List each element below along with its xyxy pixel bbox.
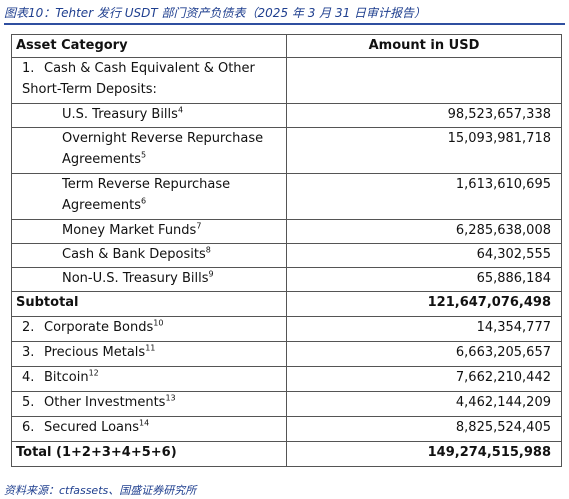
footnote-ref: 10 — [153, 318, 164, 328]
footnote-ref: 9 — [208, 269, 214, 279]
table-row: Money Market Funds7 6,285,638,008 — [11, 219, 562, 244]
item-amount: 65,886,184 — [286, 267, 562, 292]
item-amount: 15,093,981,718 — [286, 127, 562, 174]
footnote-ref: 13 — [165, 393, 176, 403]
balance-sheet-table: Asset Category Amount in USD 1. Cash & Ca… — [11, 34, 562, 467]
total-row: Total (1+2+3+4+5+6) 149,274,515,988 — [11, 441, 562, 467]
table-header-row: Asset Category Amount in USD — [11, 34, 562, 58]
item-label: 6. Secured Loans14 — [11, 416, 287, 442]
item-label: Cash & Bank Deposits8 — [11, 243, 287, 268]
item-amount: 6,663,205,657 — [286, 341, 562, 367]
table-row: Cash & Bank Deposits8 64,302,555 — [11, 243, 562, 268]
item-label: Non-U.S. Treasury Bills9 — [11, 267, 287, 292]
table-row: 2. Corporate Bonds10 14,354,777 — [11, 316, 562, 342]
section1-amount-cell — [286, 57, 562, 104]
caption-divider — [4, 23, 565, 25]
item-amount: 4,462,144,209 — [286, 391, 562, 417]
figure-caption: 图表10：Tehter 发行 USDT 部门资产负债表（2025 年 3 月 3… — [4, 6, 427, 20]
section1-label: Cash & Cash Equivalent & Other Short-Ter… — [22, 61, 255, 97]
subtotal-row: Subtotal 121,647,076,498 — [11, 291, 562, 317]
item-amount: 64,302,555 — [286, 243, 562, 268]
item-amount: 98,523,657,338 — [286, 103, 562, 128]
table-row: 4. Bitcoin12 7,662,210,442 — [11, 366, 562, 392]
table-row: 5. Other Investments13 4,462,144,209 — [11, 391, 562, 417]
total-amount: 149,274,515,988 — [286, 441, 562, 467]
item-amount: 8,825,524,405 — [286, 416, 562, 442]
footnote-ref: 8 — [205, 245, 211, 255]
section1-label-cell: 1. Cash & Cash Equivalent & Other Short-T… — [11, 57, 287, 104]
footnote-ref: 11 — [145, 343, 156, 353]
footnote-ref: 6 — [140, 196, 147, 206]
table-row: 3. Precious Metals11 6,663,205,657 — [11, 341, 562, 367]
table-row: 6. Secured Loans14 8,825,524,405 — [11, 416, 562, 442]
header-amount: Amount in USD — [286, 34, 562, 58]
table-row: Non-U.S. Treasury Bills9 65,886,184 — [11, 267, 562, 292]
item-label: 3. Precious Metals11 — [11, 341, 287, 367]
item-label: Money Market Funds7 — [11, 219, 287, 244]
footnote-ref: 5 — [140, 150, 147, 160]
subtotal-label: Subtotal — [11, 291, 287, 317]
source-note: 资料来源：ctfassets、国盛证券研究所 — [4, 484, 197, 497]
item-amount: 6,285,638,008 — [286, 219, 562, 244]
table-row-section1: 1. Cash & Cash Equivalent & Other Short-T… — [11, 57, 562, 104]
item-label: U.S. Treasury Bills4 — [11, 103, 287, 128]
footnote-ref: 7 — [196, 221, 202, 231]
item-label: Overnight Reverse Repurchase Agreements5 — [11, 127, 287, 174]
item-label: 2. Corporate Bonds10 — [11, 316, 287, 342]
footnote-ref: 4 — [177, 105, 184, 115]
item-amount: 1,613,610,695 — [286, 173, 562, 220]
table-row: Term Reverse Repurchase Agreements6 1,61… — [11, 173, 562, 220]
item-label: 5. Other Investments13 — [11, 391, 287, 417]
table-row: U.S. Treasury Bills4 98,523,657,338 — [11, 103, 562, 128]
table-row: Overnight Reverse Repurchase Agreements5… — [11, 127, 562, 174]
item-label: Term Reverse Repurchase Agreements6 — [11, 173, 287, 220]
item-label: 4. Bitcoin12 — [11, 366, 287, 392]
item-amount: 7,662,210,442 — [286, 366, 562, 392]
footnote-ref: 12 — [88, 368, 99, 378]
item-amount: 14,354,777 — [286, 316, 562, 342]
row-number: 1. — [22, 61, 35, 76]
total-label: Total (1+2+3+4+5+6) — [11, 441, 287, 467]
subtotal-amount: 121,647,076,498 — [286, 291, 562, 317]
footnote-ref: 14 — [139, 418, 150, 428]
header-asset-category: Asset Category — [11, 34, 287, 58]
